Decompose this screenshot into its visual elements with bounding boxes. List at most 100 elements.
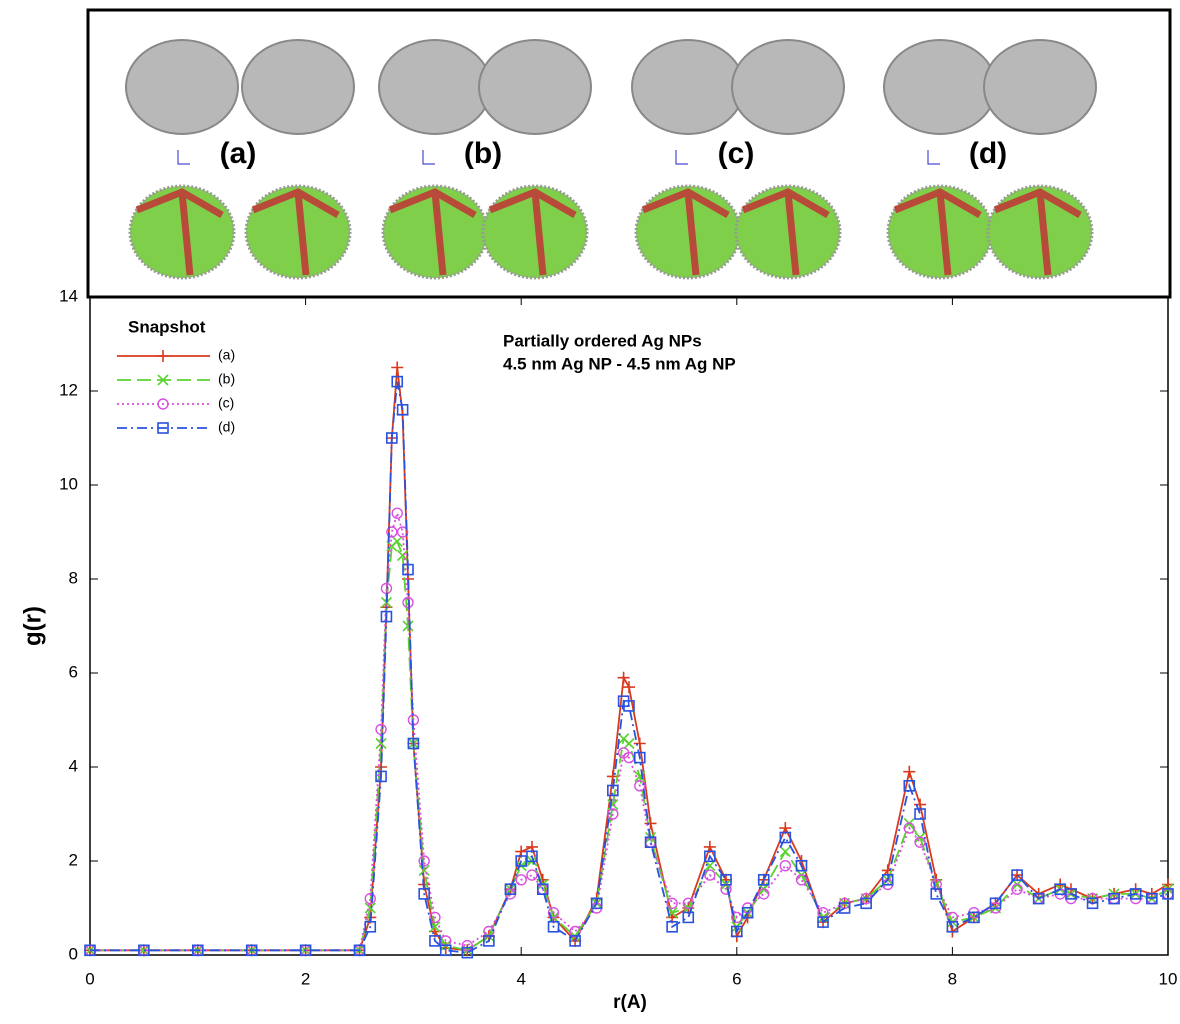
nanoparticle-gray: [731, 39, 845, 135]
marker: [386, 432, 398, 444]
marker: [779, 831, 792, 844]
marker: [779, 860, 792, 872]
marker: [757, 873, 770, 886]
marker: [633, 737, 646, 750]
marker: [590, 897, 603, 910]
marker: [429, 911, 441, 924]
series-line: [90, 367, 1169, 952]
marker: [396, 403, 409, 416]
marker: [299, 944, 312, 957]
y-tick-label: 10: [59, 474, 78, 493]
marker: [536, 883, 549, 896]
y-tick-label: 14: [59, 286, 78, 305]
marker: [795, 859, 808, 872]
marker: [634, 780, 646, 792]
y-tick-label: 0: [69, 944, 78, 963]
marker: [375, 770, 387, 783]
axis-icon: [927, 150, 940, 165]
axis-icon: [422, 150, 435, 165]
legend-label: (c): [218, 395, 234, 411]
marker: [704, 869, 716, 881]
twin-boundary: [388, 188, 477, 276]
marker: [968, 911, 980, 924]
marker: [192, 944, 204, 957]
marker: [461, 946, 474, 959]
twin-boundary: [488, 188, 577, 276]
marker: [633, 751, 646, 764]
y-tick-label: 6: [69, 662, 78, 681]
marker: [375, 723, 387, 736]
y-tick-label: 8: [69, 568, 78, 587]
marker: [720, 873, 732, 886]
twin-boundary: [135, 188, 224, 276]
marker: [138, 944, 150, 957]
marker: [758, 888, 770, 900]
legend-marker: [157, 398, 169, 410]
annotation: 4.5 nm Ag NP - 4.5 nm Ag NP: [503, 354, 736, 373]
marker: [903, 765, 916, 778]
marker: [439, 944, 452, 957]
nanoparticle-gray: [883, 39, 997, 135]
twin-boundary: [993, 188, 1082, 276]
marker: [353, 944, 366, 957]
marker: [391, 507, 403, 519]
x-tick-label: 4: [516, 969, 525, 988]
series-line: [90, 509, 1169, 952]
marker: [461, 939, 473, 952]
marker: [779, 846, 791, 858]
marker: [930, 888, 943, 900]
panel-label: (c): [718, 137, 755, 170]
marker: [1129, 888, 1142, 900]
marker: [881, 873, 894, 886]
marker: [1108, 892, 1120, 905]
marker: [623, 681, 635, 694]
marker: [391, 535, 403, 547]
nanoparticle-gray: [478, 39, 592, 135]
nanoparticle-gray: [241, 39, 355, 135]
marker: [860, 897, 872, 910]
marker: [1146, 892, 1158, 905]
marker: [617, 671, 630, 684]
plot-frame: [89, 296, 1169, 956]
marker: [396, 526, 409, 538]
marker: [526, 850, 538, 863]
marker: [1032, 892, 1045, 905]
nanoparticle-gray: [631, 39, 745, 135]
marker: [391, 375, 404, 388]
marker: [914, 808, 926, 820]
legend-marker: [157, 422, 169, 434]
marker: [375, 737, 387, 750]
nanoparticle-gray: [125, 39, 239, 135]
marker: [607, 784, 619, 797]
legend-label: (a): [218, 347, 235, 363]
marker: [644, 836, 657, 849]
twin-boundary: [641, 188, 730, 276]
marker: [644, 817, 657, 830]
axis-icon: [177, 150, 190, 165]
marker: [504, 883, 517, 896]
snapshot-images: (a) (b) (c) (d): [125, 39, 1097, 280]
twin-boundary: [893, 188, 982, 276]
marker: [418, 855, 430, 867]
marker: [245, 944, 258, 957]
marker: [1065, 888, 1077, 900]
x-tick-label: 6: [732, 969, 741, 988]
marker: [903, 822, 915, 834]
marker: [795, 874, 808, 886]
marker: [569, 935, 581, 947]
y-tick-label: 2: [69, 850, 78, 869]
nanoparticle-gray: [378, 39, 492, 135]
marker: [666, 897, 678, 909]
marker: [547, 920, 560, 933]
marker: [397, 549, 409, 562]
panel-label: (a): [220, 137, 257, 170]
marker: [418, 888, 430, 900]
x-tick-label: 10: [1159, 969, 1178, 988]
marker: [380, 610, 393, 623]
marker: [1086, 897, 1099, 910]
marker: [402, 620, 414, 632]
series-line: [90, 381, 1169, 954]
y-tick-label: 12: [59, 380, 78, 399]
marker: [429, 935, 441, 947]
